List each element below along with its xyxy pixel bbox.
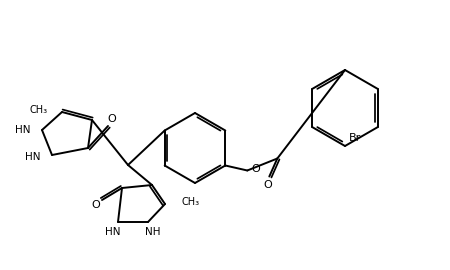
Text: CH₃: CH₃ [30, 105, 48, 115]
Text: O: O [263, 180, 272, 190]
Text: Br: Br [349, 133, 361, 143]
Text: HN: HN [24, 152, 40, 162]
Text: O: O [92, 200, 100, 210]
Text: O: O [108, 114, 117, 124]
Text: HN: HN [105, 227, 121, 237]
Text: O: O [251, 164, 260, 174]
Text: HN: HN [14, 125, 30, 135]
Text: CH₃: CH₃ [181, 197, 199, 207]
Text: NH: NH [145, 227, 161, 237]
